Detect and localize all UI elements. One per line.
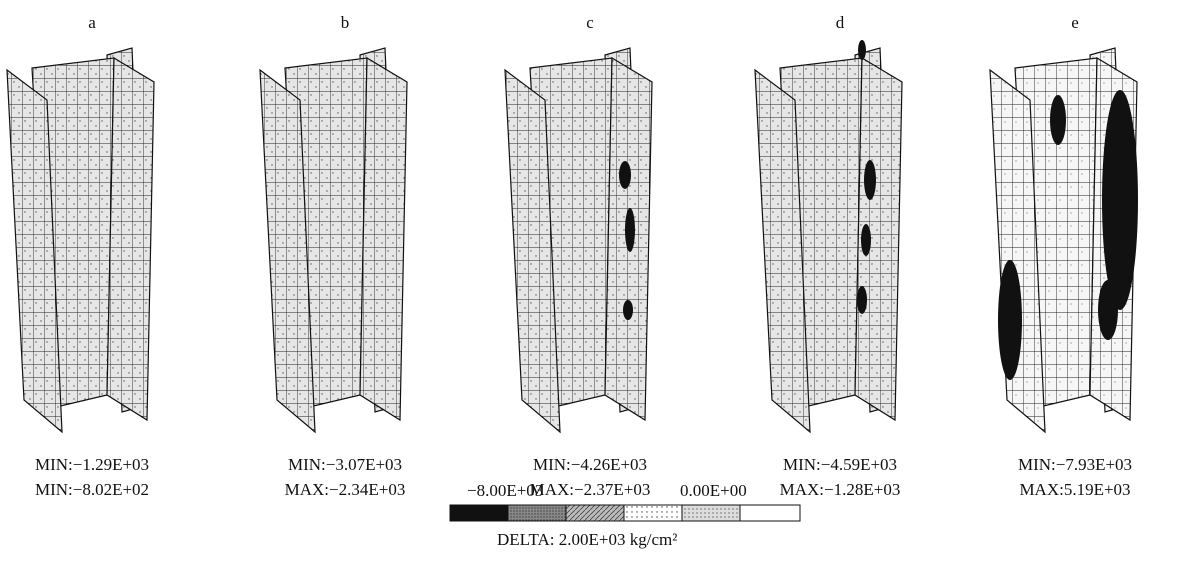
panel-label: e — [1071, 13, 1079, 32]
panels: a MIN:−1.29E+03 MIN:−8.02E+02 b MIN:−3.07E+0… — [7, 13, 1138, 499]
result-text: MIN:−3.07E+03 — [288, 455, 402, 474]
result-text: MAX:−2.37E+03 — [530, 480, 651, 499]
figure: a MIN:−1.29E+03 MIN:−8.02E+02 b MIN:−3.07E+0… — [0, 0, 1179, 584]
legend-low: −8.00E+03 — [467, 481, 543, 500]
legend-swatch — [450, 505, 508, 521]
stress-region — [623, 300, 633, 320]
column-panel: c MIN:−4.26E+03 MAX:−2.37E+03 — [505, 13, 652, 499]
legend-high: 0.00E+00 — [680, 481, 747, 500]
legend-swatch — [508, 505, 566, 521]
result-text: MAX:5.19E+03 — [1019, 480, 1130, 499]
result-text: MIN:−8.02E+02 — [35, 480, 149, 499]
column-face — [360, 58, 407, 420]
legend-swatch — [624, 505, 682, 521]
legend-swatch — [682, 505, 740, 521]
stress-region — [864, 160, 876, 200]
column-face — [107, 58, 154, 420]
result-text: MIN:−7.93E+03 — [1018, 455, 1132, 474]
legend-swatch — [740, 505, 800, 521]
result-text: MIN:−4.26E+03 — [533, 455, 647, 474]
column-panel: a MIN:−1.29E+03 MIN:−8.02E+02 — [7, 13, 154, 499]
stress-region — [998, 260, 1022, 380]
stress-region — [861, 224, 871, 256]
result-text: MAX:−1.28E+03 — [780, 480, 901, 499]
panel-label: b — [341, 13, 350, 32]
stress-region — [858, 40, 866, 60]
stress-region — [1050, 95, 1066, 145]
stress-region — [857, 286, 867, 314]
result-text: MAX:−2.34E+03 — [285, 480, 406, 499]
stress-region — [1098, 280, 1118, 340]
panel-label: c — [586, 13, 594, 32]
column-panel: d MIN:−4.59E+03 MAX:−1.28E+03 — [755, 13, 902, 499]
stress-region — [619, 161, 631, 189]
column-panel: b MIN:−3.07E+03 MAX:−2.34E+03 — [260, 13, 407, 499]
stress-region — [625, 208, 635, 252]
legend-delta: DELTA: 2.00E+03 kg/cm² — [497, 530, 677, 549]
panel-label: a — [88, 13, 96, 32]
stress-region — [1102, 90, 1138, 310]
result-text: MIN:−1.29E+03 — [35, 455, 149, 474]
result-text: MIN:−4.59E+03 — [783, 455, 897, 474]
panel-label: d — [836, 13, 845, 32]
legend-swatch — [566, 505, 624, 521]
column-panel: e MIN:−7.93E+03 MAX:5.19E+03 — [990, 13, 1138, 499]
